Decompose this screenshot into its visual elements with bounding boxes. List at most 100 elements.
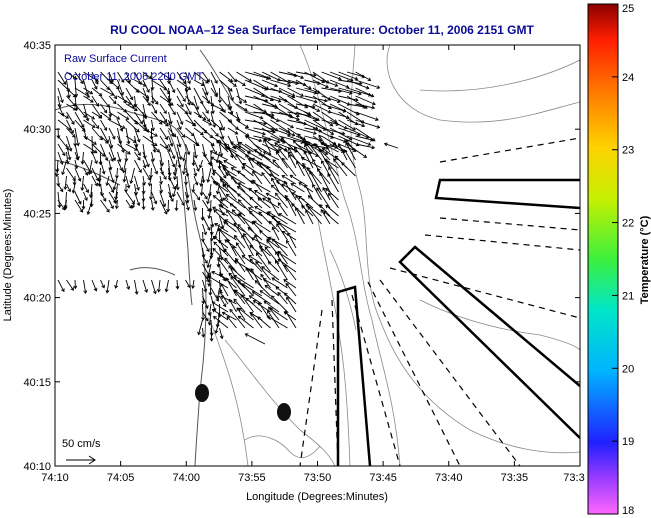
current-vector <box>100 135 109 144</box>
current-vector <box>65 151 70 165</box>
current-vector <box>117 159 123 172</box>
current-vector <box>168 191 174 202</box>
current-vector <box>83 279 88 295</box>
current-vector <box>227 103 234 115</box>
current-vector <box>57 111 70 119</box>
current-vector <box>302 165 314 185</box>
current-vector <box>346 135 372 146</box>
current-vector <box>281 175 297 185</box>
y-tick-label: 40:30 <box>23 124 51 136</box>
current-vector <box>270 177 280 193</box>
x-axis: 74:10 74:05 74:00 73:55 73:50 73:45 73:40 73:35… <box>41 45 585 484</box>
current-vector <box>209 231 214 242</box>
current-vector <box>212 180 229 193</box>
current-vector <box>91 279 98 292</box>
current-vector <box>117 119 124 132</box>
current-vector <box>232 245 246 265</box>
current-vector <box>83 135 97 145</box>
current-vector <box>263 300 280 313</box>
current-vector <box>83 79 89 96</box>
current-vector <box>134 143 141 157</box>
current-vector <box>318 134 331 153</box>
current-vector <box>264 284 280 297</box>
current-vector <box>142 127 158 137</box>
current-vector <box>328 192 339 209</box>
current-vector <box>185 103 192 116</box>
current-vector <box>224 257 237 273</box>
current-vector <box>193 159 200 172</box>
current-vector <box>168 103 176 116</box>
current-vector <box>287 87 304 97</box>
current-vector <box>283 292 297 305</box>
current-vector <box>270 79 292 88</box>
current-vector <box>295 206 305 225</box>
current-vector <box>193 135 199 147</box>
current-vector <box>108 167 115 184</box>
current-vector <box>142 159 147 169</box>
current-vector <box>303 150 314 169</box>
current-vector <box>258 245 271 257</box>
current-vector <box>185 199 190 211</box>
current-vector <box>117 135 125 153</box>
current-vector <box>134 151 141 161</box>
current-vector <box>238 212 254 233</box>
current-vector <box>241 255 254 265</box>
current-vector <box>307 206 322 225</box>
current-vector <box>292 140 305 153</box>
current-vector <box>258 211 271 225</box>
current-vector <box>329 103 347 113</box>
current-vector <box>173 167 178 181</box>
current-vector <box>148 183 153 201</box>
current-vector <box>207 275 229 289</box>
current-vector <box>151 143 160 153</box>
current-vector <box>100 199 110 213</box>
current-vector <box>193 175 199 186</box>
current-vector <box>327 173 339 193</box>
current-vector <box>250 267 263 289</box>
current-vector <box>141 183 146 195</box>
current-vector <box>202 311 209 322</box>
current-vector <box>274 142 288 153</box>
current-vector <box>209 239 214 257</box>
current-vector <box>202 271 210 283</box>
current-vector <box>226 209 237 225</box>
current-vector <box>260 273 271 289</box>
current-vector <box>185 87 191 106</box>
current-vector <box>261 266 280 281</box>
current-vector <box>219 191 224 203</box>
current-vector <box>255 252 271 273</box>
current-vector <box>312 119 335 135</box>
current-vector <box>74 119 86 132</box>
current-vector <box>151 95 159 105</box>
current-vector <box>166 199 171 213</box>
current-vector <box>229 141 246 153</box>
current-vector <box>66 103 77 111</box>
current-vector <box>228 272 246 289</box>
current-vector <box>346 119 366 128</box>
current-vector <box>227 87 234 101</box>
current-vector <box>175 175 180 191</box>
y-tick-label: 40:20 <box>23 293 51 305</box>
current-vector <box>341 162 356 177</box>
current-vector <box>193 111 207 121</box>
current-vector <box>185 119 197 127</box>
current-vector <box>202 127 214 139</box>
current-vector <box>197 319 203 336</box>
current-vector <box>269 307 288 321</box>
current-vector <box>74 167 82 182</box>
current-vector <box>176 135 182 148</box>
current-vector <box>176 119 182 131</box>
current-vector <box>172 183 178 198</box>
current-vector <box>66 279 74 291</box>
current-vector <box>83 111 96 120</box>
current-vector <box>259 290 280 305</box>
current-vector <box>338 119 356 131</box>
current-vector <box>270 184 288 201</box>
current-vector <box>151 159 159 175</box>
current-vector <box>245 297 263 313</box>
current-vector <box>267 261 280 273</box>
current-vector <box>108 79 120 90</box>
y-tick-label: 40:10 <box>23 461 51 473</box>
colorbar <box>587 3 619 515</box>
current-vector <box>129 167 135 185</box>
